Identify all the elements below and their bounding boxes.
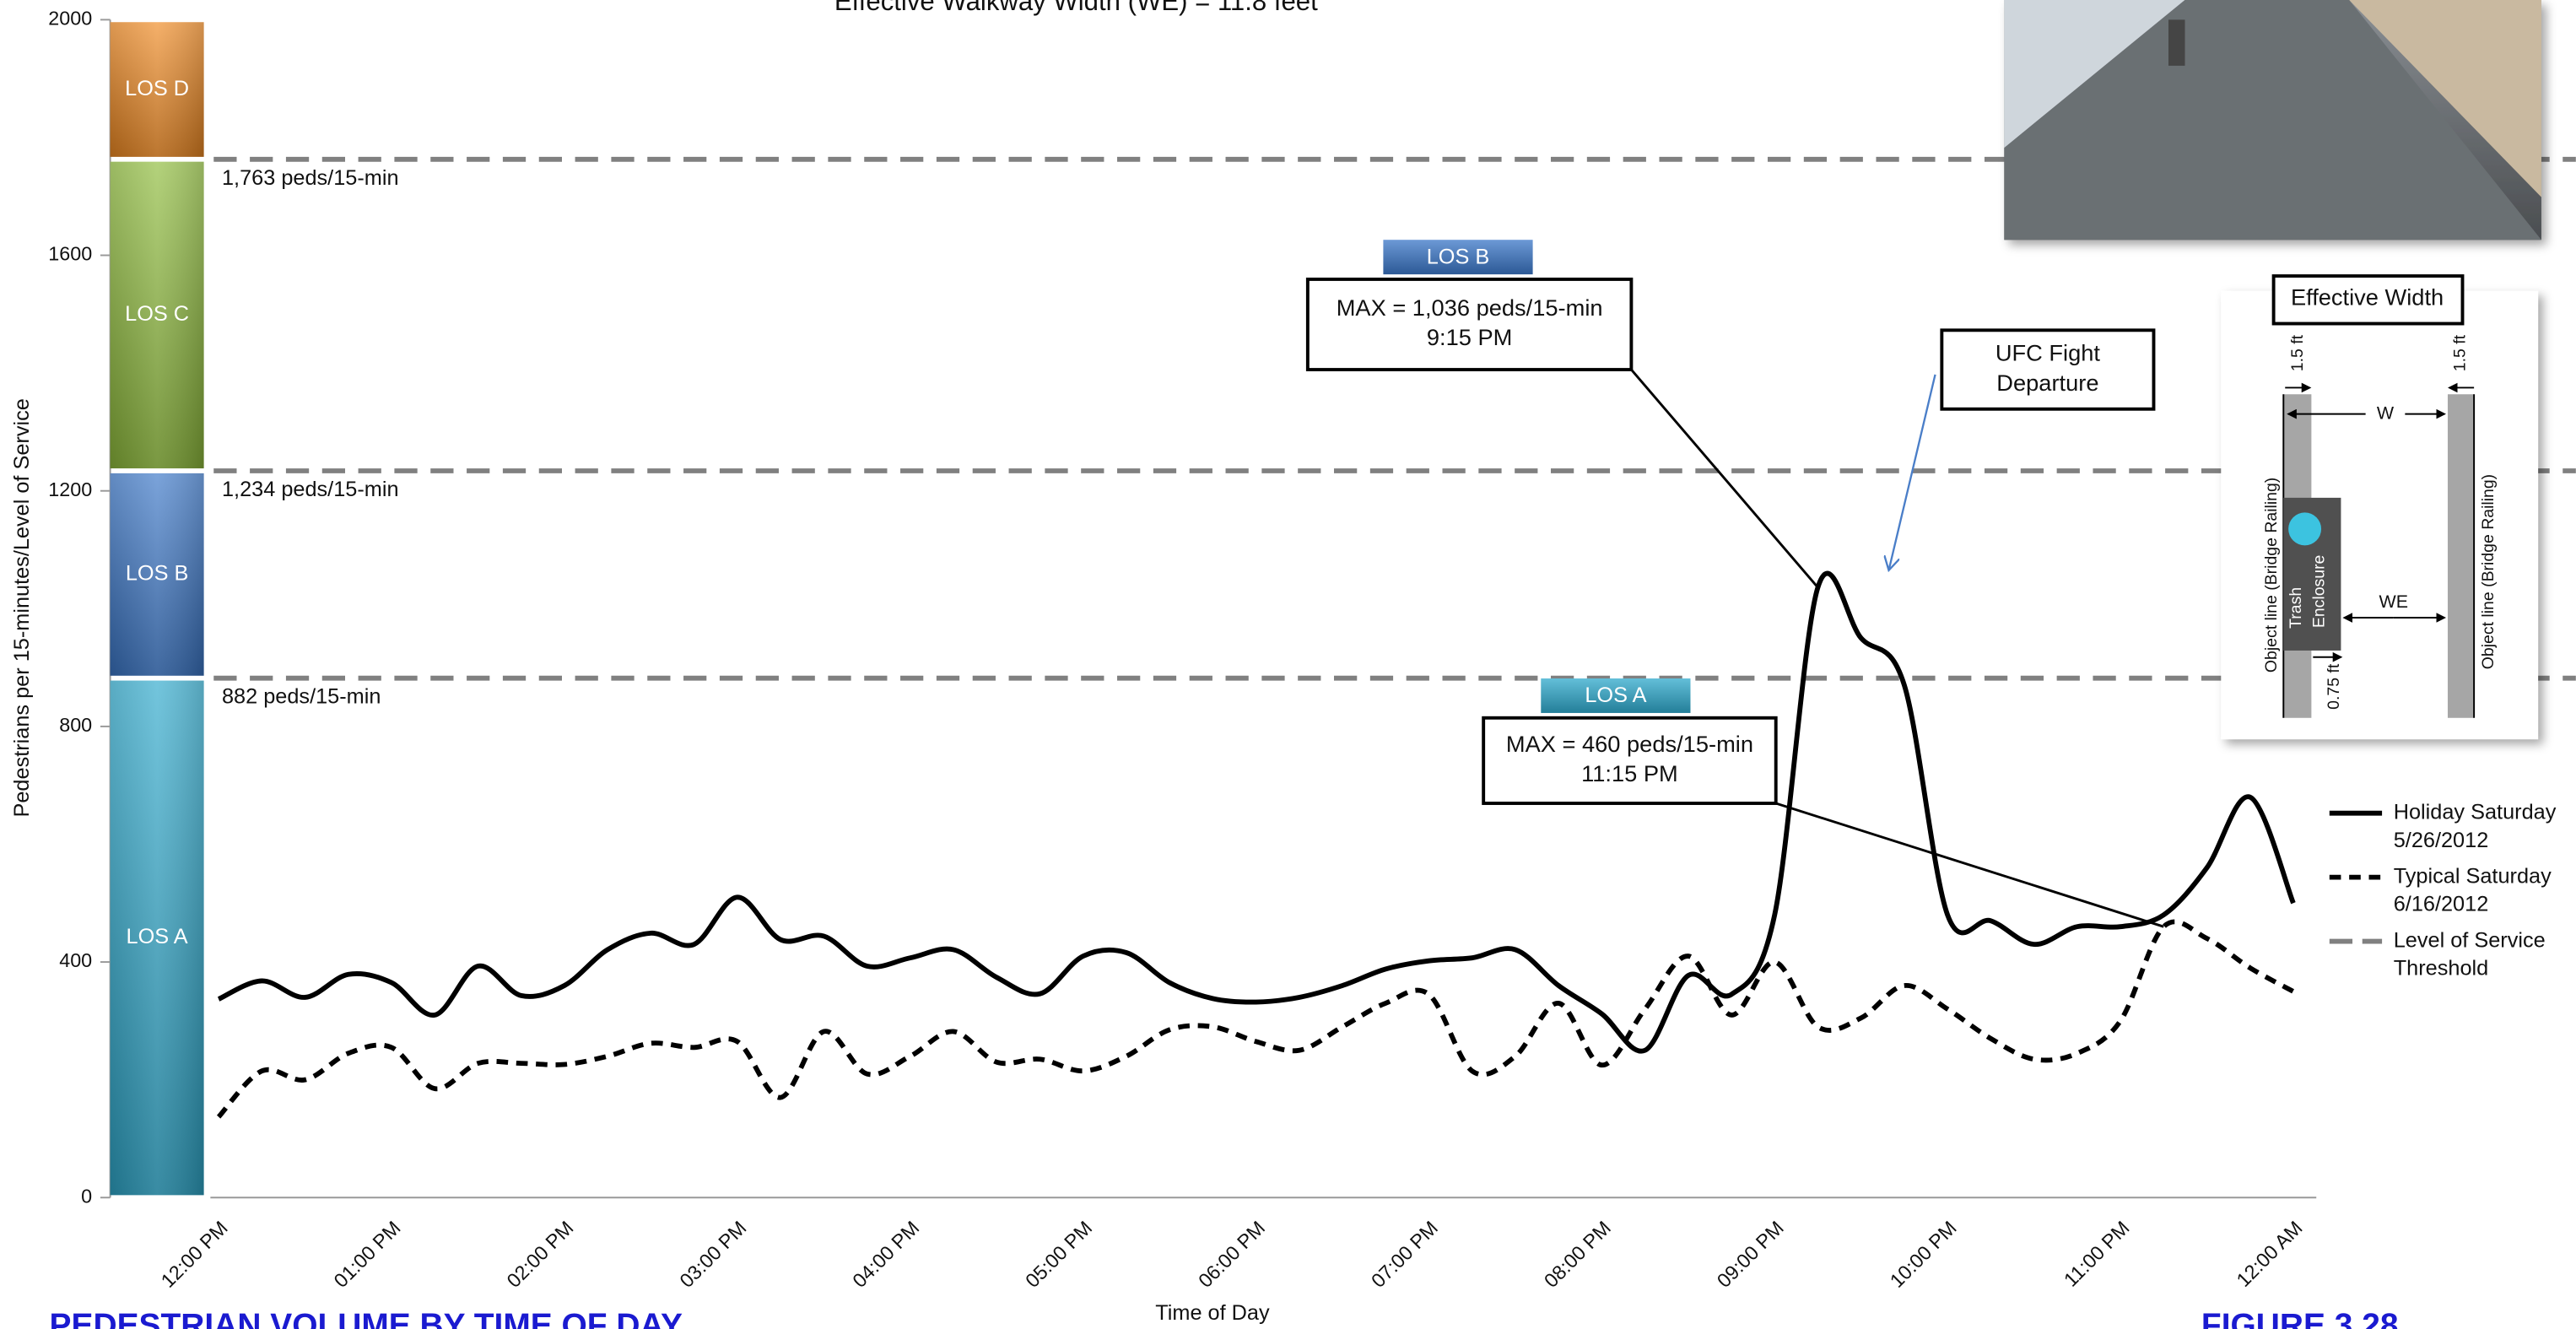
effective-width-label: WE	[2379, 592, 2407, 612]
los-band-label: LOS A	[127, 925, 188, 948]
inset-frame	[2221, 290, 2539, 740]
y-tick-label: 400	[59, 949, 92, 971]
threshold-label: 882 peds/15-min	[222, 685, 381, 709]
los-band-shade	[110, 22, 204, 157]
y-tick-label: 0	[81, 1185, 92, 1207]
x-tick-label: 12:00 AM	[2232, 1217, 2306, 1291]
figure-title: PEDESTRIAN VOLUME BY TIME OF DAY	[50, 1307, 683, 1329]
y-axis-label: Pedestrians per 15-minutes/Level of Serv…	[10, 398, 34, 817]
los-band-shade	[110, 680, 204, 1196]
trash-can	[2288, 512, 2322, 546]
annotation-text: Departure	[1996, 370, 2098, 396]
annotation-text: UFC Fight	[1995, 340, 2101, 366]
x-tick-label: 09:00 PM	[1713, 1217, 1788, 1292]
x-axis-label: Time of Day	[1155, 1301, 1270, 1325]
offset-label: 1.5 ft	[2451, 334, 2470, 371]
x-tick-label: 01:00 PM	[330, 1217, 405, 1292]
y-tick-label: 2000	[48, 8, 92, 30]
x-tick-label: 03:00 PM	[675, 1217, 750, 1292]
legend-label: Level of Service Threshold	[2394, 928, 2546, 980]
x-tick-label: 06:00 PM	[1194, 1217, 1269, 1292]
figure-number: FIGURE 3.28	[2201, 1307, 2399, 1329]
annotation-text: MAX = 460 peds/15-min	[1506, 731, 1753, 757]
annotation-text: 11:15 PM	[1581, 760, 1678, 786]
edge-label: Object line (Bridge Railing)	[2262, 478, 2281, 673]
inset-title: Effective Width	[2291, 284, 2444, 311]
annotation-text: MAX = 1,036 peds/15-min	[1337, 294, 1603, 321]
legend-label: Holiday Saturday 5/26/2012	[2394, 800, 2557, 851]
series-line	[216, 919, 2295, 1119]
y-tick-label: 1200	[48, 478, 92, 500]
offset-label: 1.5 ft	[2288, 334, 2307, 371]
enclosure-label: Enclosure	[2309, 555, 2328, 629]
inset: Effective Width Trash Enclosure 1.5 ft 1…	[2221, 274, 2539, 740]
x-tick-label: 10:00 PM	[1886, 1217, 1961, 1292]
photo	[2004, 0, 2541, 240]
x-tick-label: 08:00 PM	[1540, 1217, 1615, 1292]
los-band-shade	[110, 473, 204, 676]
los-band-shade	[110, 161, 204, 469]
annotation-box	[1940, 328, 2156, 411]
photo-walkway	[2004, 0, 2541, 240]
series-line	[217, 570, 2296, 1054]
y-tick-label: 1600	[48, 243, 92, 265]
x-tick-label: 12:00 PM	[157, 1217, 232, 1292]
chart-title: Effective Walkway Width (WE) = 11.8 feet	[834, 0, 1318, 16]
annotation-leader	[1630, 369, 1819, 589]
annotation-arrow	[1889, 374, 1936, 569]
los-band-label: LOS C	[125, 302, 189, 326]
x-tick-label: 02:00 PM	[503, 1217, 578, 1292]
annotation-header-shade	[1383, 240, 1533, 275]
photo-bin	[2168, 19, 2185, 66]
annotation-text: 9:15 PM	[1427, 324, 1512, 350]
annotation-header-shade	[1541, 678, 1691, 713]
los-band-label: LOS D	[125, 77, 189, 100]
x-tick-label: 04:00 PM	[848, 1217, 923, 1292]
annotation-leader	[1775, 802, 2164, 928]
inset-title-box	[2271, 274, 2465, 326]
x-tick-label: 05:00 PM	[1021, 1217, 1096, 1292]
photo-side	[2349, 0, 2541, 197]
annotation-layer: Holiday Saturday 5/26/2012 Typical Saturda…	[1305, 240, 2557, 980]
x-tick-label: 07:00 PM	[1367, 1217, 1442, 1292]
x-tick-label: 11:00 PM	[2060, 1217, 2134, 1291]
width-label: W	[2377, 402, 2395, 423]
enclosure-label: Trash	[2287, 587, 2305, 629]
offset-label: 0.75 ft	[2325, 663, 2343, 710]
annotation-header-label: LOS B	[1427, 245, 1490, 268]
edge-label: Object line (Bridge Railing)	[2479, 474, 2498, 669]
los-band-label: LOS B	[126, 562, 189, 586]
annotation-box	[1305, 278, 1634, 371]
annotation-box	[1482, 716, 1778, 805]
background-layer: 0 400 800 1200 1600 2000 12:00 PM 01:00 PM 02:00…	[48, 8, 2576, 1292]
y-tick-label: 800	[59, 714, 92, 736]
rail	[2447, 394, 2475, 718]
series-layer	[216, 570, 2296, 1119]
annotation-header-label: LOS A	[1585, 683, 1646, 707]
threshold-label: 1,763 peds/15-min	[222, 166, 399, 190]
legend-label: Typical Saturday 6/16/2012	[2394, 864, 2552, 916]
threshold-label: 1,234 peds/15-min	[222, 478, 399, 501]
